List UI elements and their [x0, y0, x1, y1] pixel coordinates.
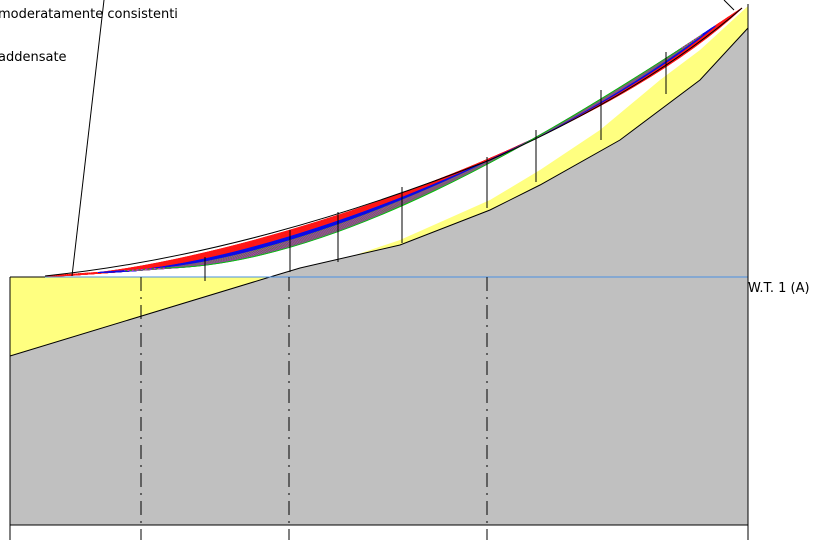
soil-layer-label-1: moderatamente consistenti — [0, 7, 178, 22]
slice-lines — [204, 52, 667, 281]
ground-profile — [9, 6, 749, 525]
soil-layer-label-2: addensate — [0, 50, 67, 65]
ground-surface-line — [44, 7, 743, 277]
slip-surface — [164, 47, 683, 269]
bedrock-boundary-line — [9, 27, 749, 357]
leader-line — [71, 0, 105, 277]
water-table-label: W.T. 1 (A) — [748, 281, 810, 296]
leader-line-top — [723, 0, 735, 11]
slip-surfaces — [10, 7, 743, 278]
section-frame — [9, 0, 749, 540]
